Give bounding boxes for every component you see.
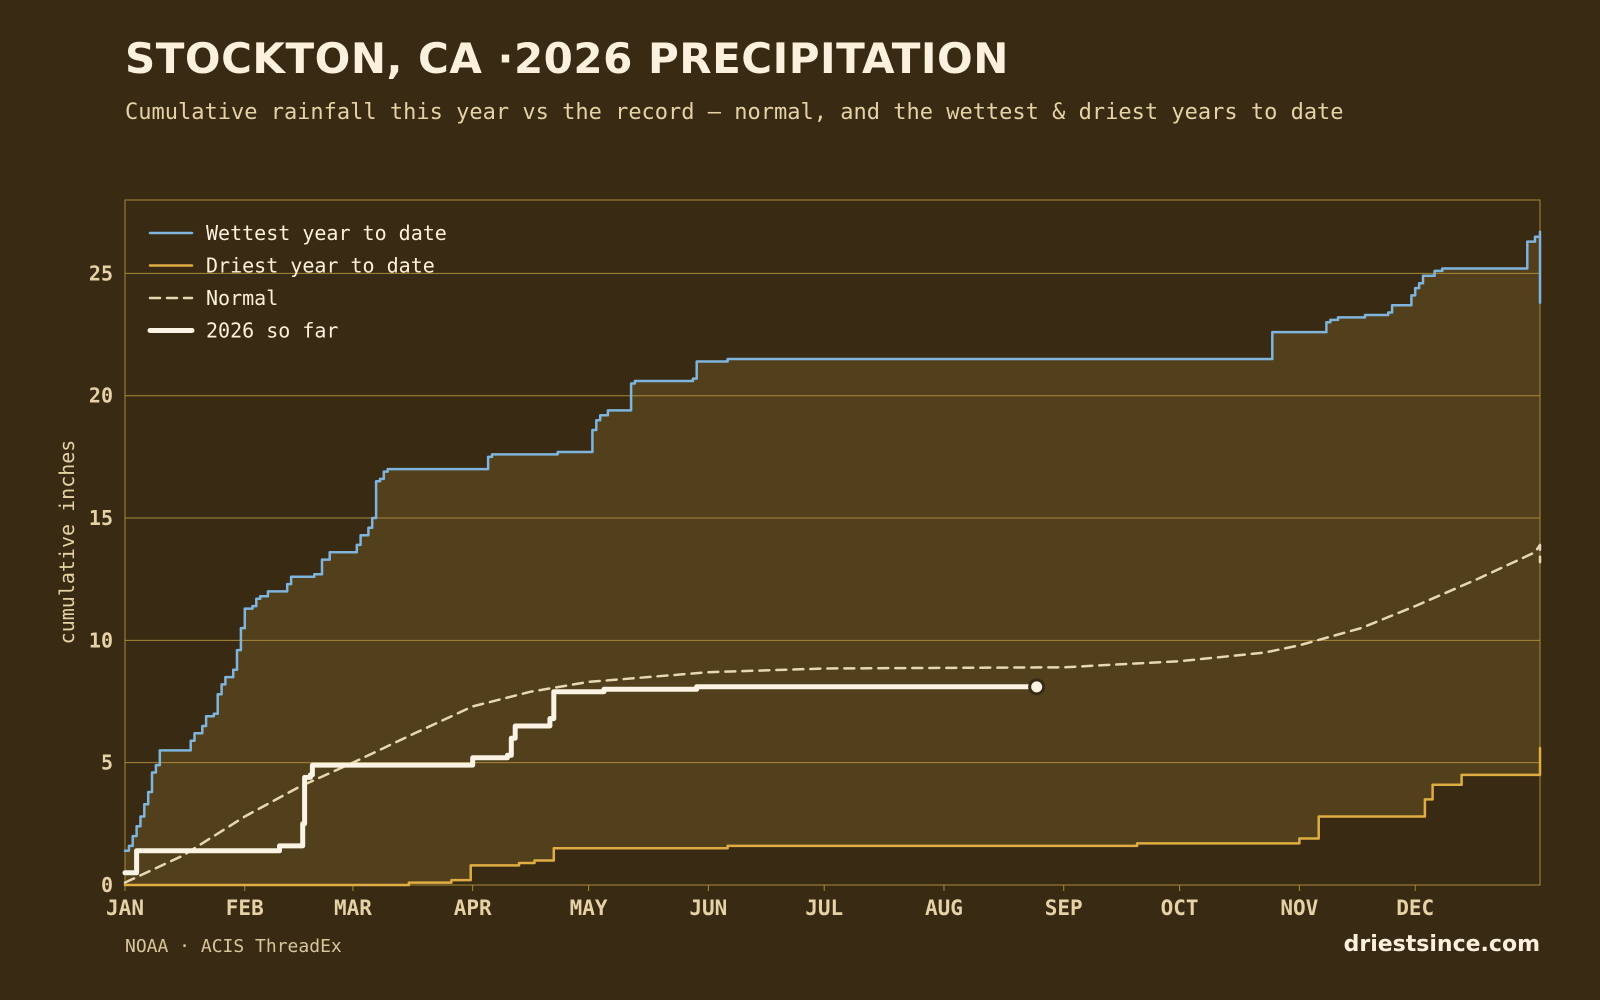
y-tick-label: 15 — [89, 506, 113, 530]
legend-label-driest: Driest year to date — [206, 254, 435, 278]
series-line-current — [122, 684, 1040, 876]
x-tick-label: DEC — [1396, 896, 1434, 920]
y-tick-label: 20 — [89, 384, 113, 408]
x-tick-label: MAR — [334, 896, 372, 920]
x-tick-label: OCT — [1161, 896, 1199, 920]
legend-label-current: 2026 so far — [206, 319, 338, 343]
x-tick-label: MAY — [570, 896, 608, 920]
y-tick-label: 0 — [101, 873, 113, 897]
x-tick-label: NOV — [1280, 896, 1318, 920]
series-line-wettest — [123, 230, 1542, 853]
brand-link[interactable]: driestsince.com — [1343, 932, 1540, 957]
x-tick-label: JUL — [805, 896, 843, 920]
y-tick-label: 25 — [89, 261, 113, 285]
x-tick-label: FEB — [226, 896, 264, 920]
plot-frame — [124, 199, 1541, 886]
x-tick-label: JAN — [106, 896, 144, 920]
x-tick-label: AUG — [925, 896, 963, 920]
y-tick-label: 5 — [101, 751, 113, 775]
legend: Wettest year to date Driest year to date N… — [147, 221, 447, 343]
series-line-driest — [123, 746, 1542, 887]
chart-subtitle: Cumulative rainfall this year vs the rec… — [125, 100, 1344, 125]
chart-title: STOCKTON, CA ·2026 PRECIPITATION — [125, 34, 1009, 83]
plot-area: 0 5 10 15 20 25 JAN FEB MAR APR MAY JUN JUL AUG SEP OCT… — [89, 199, 1542, 920]
source-credit: NOAA · ACIS ThreadEx — [125, 936, 342, 957]
x-tick-label: APR — [454, 896, 492, 920]
y-tick-label: 10 — [89, 628, 113, 652]
x-tick-label: JUN — [689, 896, 727, 920]
legend-label-wettest: Wettest year to date — [206, 221, 447, 245]
legend-label-normal: Normal — [206, 286, 278, 310]
y-axis-label: cumulative inches — [55, 440, 79, 645]
range-band — [125, 231, 1540, 886]
x-tick-label: SEP — [1045, 896, 1083, 920]
current-end-marker — [1028, 678, 1046, 696]
